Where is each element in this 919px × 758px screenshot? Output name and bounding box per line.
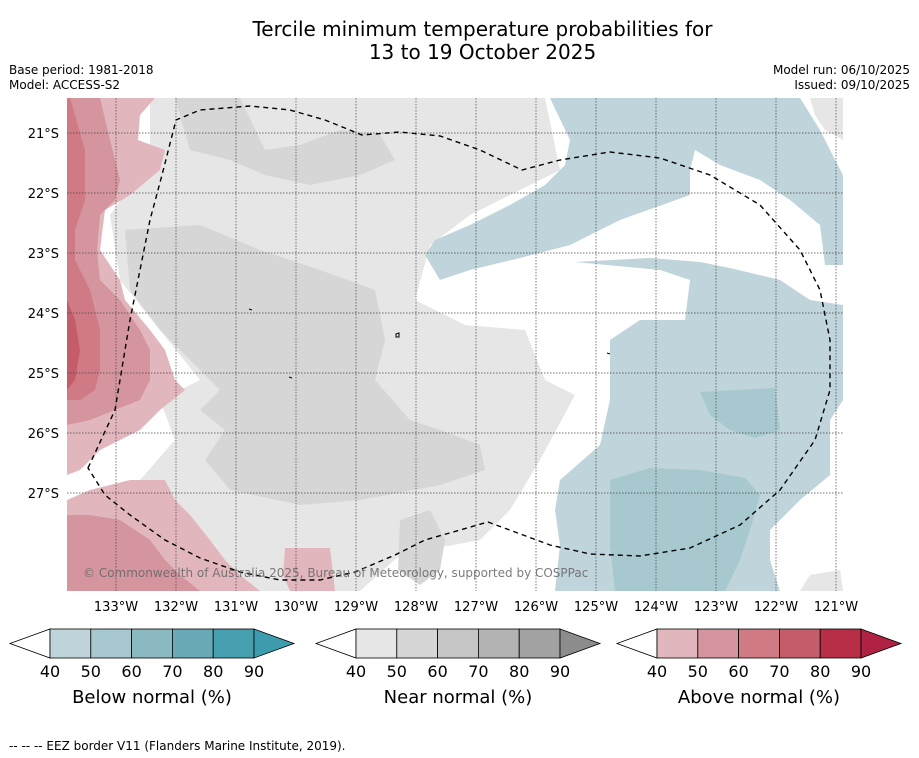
colorbar-segment <box>697 628 739 659</box>
colorbar-tick-label: 40 <box>647 662 667 681</box>
longitude-labels: 133°W 132°W 131°W 130°W 129°W 128°W 127°… <box>94 600 858 615</box>
colorbar-tick-label: 90 <box>851 662 871 681</box>
lon-label: 124°W <box>634 600 678 615</box>
colorbar-tick-label: 80 <box>810 662 830 681</box>
map-title: Tercile minimum temperature probabilitie… <box>0 18 919 64</box>
lon-label: 126°W <box>514 600 558 615</box>
island-3 <box>288 376 293 379</box>
colorbar-tick-label: 60 <box>728 662 748 681</box>
colorbar-below: 40 50 60 70 80 90 Below normal (%) <box>8 628 296 708</box>
lon-label: 131°W <box>214 600 258 615</box>
near-normal-50-region-n <box>175 98 395 185</box>
colorbar-upper-arrow <box>860 628 903 659</box>
colorbar-tick-label: 70 <box>468 662 488 681</box>
below-normal-50-region-south <box>610 468 760 591</box>
islands <box>248 308 611 379</box>
below-normal-50-region <box>700 388 780 438</box>
lon-label: 122°W <box>754 600 798 615</box>
colorbar-segment <box>437 628 479 659</box>
island-1 <box>248 308 253 311</box>
map-fills: © Commonwealth of Australia 2025, Bureau… <box>67 98 843 591</box>
colorbar-lower-arrow <box>615 628 658 659</box>
lon-label: 130°W <box>274 600 318 615</box>
lat-label: 24°S <box>28 307 59 322</box>
lon-label: 123°W <box>694 600 738 615</box>
colorbar-title: Near normal (%) <box>384 687 533 708</box>
eez-border <box>87 105 831 581</box>
lon-label: 133°W <box>94 600 138 615</box>
title-line-1: Tercile minimum temperature probabilitie… <box>252 17 713 41</box>
colorbar-title: Above normal (%) <box>678 687 840 708</box>
colorbar-title: Below normal (%) <box>72 687 232 708</box>
lon-label: 121°W <box>814 600 858 615</box>
colorbar-tick-label: 90 <box>550 662 570 681</box>
colorbar-tick-label: 60 <box>121 662 141 681</box>
colorbar-tick-label: 50 <box>387 662 407 681</box>
near-normal-region-se <box>800 570 843 591</box>
colorbar-near: 40 50 60 70 80 90 Near normal (%) <box>314 628 602 708</box>
colorbar-segment <box>779 628 821 659</box>
lon-label: 128°W <box>394 600 438 615</box>
lat-label: 22°S <box>28 187 59 202</box>
meta-left: Base period: 1981-2018 Model: ACCESS-S2 <box>9 63 154 93</box>
colorbar-tick-label: 70 <box>769 662 789 681</box>
latitude-labels: 21°S 22°S 23°S 24°S 25°S 26°S 27°S <box>28 127 59 502</box>
colorbars: 40 50 60 70 80 90 Below normal (%) 40 50 60 70 80 90… <box>8 628 903 708</box>
colorbar-tick-label: 50 <box>688 662 708 681</box>
colorbar-segment <box>355 628 398 659</box>
colorbar-segment <box>656 628 699 659</box>
lat-label: 23°S <box>28 247 59 262</box>
colorbar-tick-label: 70 <box>162 662 182 681</box>
eez-footnote: -- -- -- EEZ border V11 (Flanders Marine… <box>9 739 346 753</box>
colorbar-tick-label: 80 <box>509 662 529 681</box>
model-run: Model run: 06/10/2025 <box>772 63 910 77</box>
meta-right: Model run: 06/10/2025 Issued: 09/10/2025 <box>773 63 910 93</box>
base-period: Base period: 1981-2018 <box>9 63 154 77</box>
colorbar-tick-label: 40 <box>346 662 366 681</box>
lat-label: 27°S <box>28 487 59 502</box>
above-normal-70-region <box>67 300 80 390</box>
colorbar-tick-label: 60 <box>427 662 447 681</box>
colorbar-segment <box>477 628 520 659</box>
colorbar-tick-label: 50 <box>81 662 101 681</box>
probability-map: © Commonwealth of Australia 2025, Bureau… <box>8 98 903 708</box>
island-2 <box>395 332 400 338</box>
lon-label: 125°W <box>574 600 618 615</box>
colorbar-segment <box>49 628 92 659</box>
colorbar-above: 40 50 60 70 80 90 Above normal (%) <box>615 628 903 708</box>
lat-label: 26°S <box>28 427 59 442</box>
colorbar-tick-label: 90 <box>244 662 264 681</box>
model-name: Model: ACCESS-S2 <box>9 78 121 92</box>
colorbar-upper-arrow <box>253 628 296 659</box>
lon-label: 132°W <box>154 600 198 615</box>
colorbar-segment <box>396 628 438 659</box>
colorbar-upper-arrow <box>559 628 602 659</box>
near-normal-50-region-s <box>398 510 445 585</box>
below-normal-region <box>425 98 843 280</box>
issued-date: Issued: 09/10/2025 <box>794 78 910 92</box>
colorbar-tick-label: 80 <box>203 662 223 681</box>
colorbar-segment <box>738 628 780 659</box>
graticule <box>67 98 843 591</box>
near-normal-50-region <box>125 225 485 505</box>
colorbar-segment <box>518 628 561 659</box>
colorbar-segment <box>131 628 173 659</box>
island-4 <box>606 352 611 355</box>
lat-label: 21°S <box>28 127 59 142</box>
lat-label: 25°S <box>28 367 59 382</box>
title-line-2: 13 to 19 October 2025 <box>368 40 597 64</box>
near-normal-region-ne <box>810 98 843 140</box>
colorbar-lower-arrow <box>314 628 357 659</box>
colorbar-segment <box>171 628 214 659</box>
colorbar-segment <box>90 628 133 659</box>
colorbar-lower-arrow <box>8 628 51 659</box>
copyright-watermark: © Commonwealth of Australia 2025, Bureau… <box>83 566 588 580</box>
lon-label: 127°W <box>454 600 498 615</box>
lon-label: 129°W <box>334 600 378 615</box>
colorbar-tick-label: 40 <box>40 662 60 681</box>
above-normal-50-region-southwest <box>67 515 200 591</box>
colorbar-segment <box>212 628 255 659</box>
colorbar-segment <box>819 628 862 659</box>
